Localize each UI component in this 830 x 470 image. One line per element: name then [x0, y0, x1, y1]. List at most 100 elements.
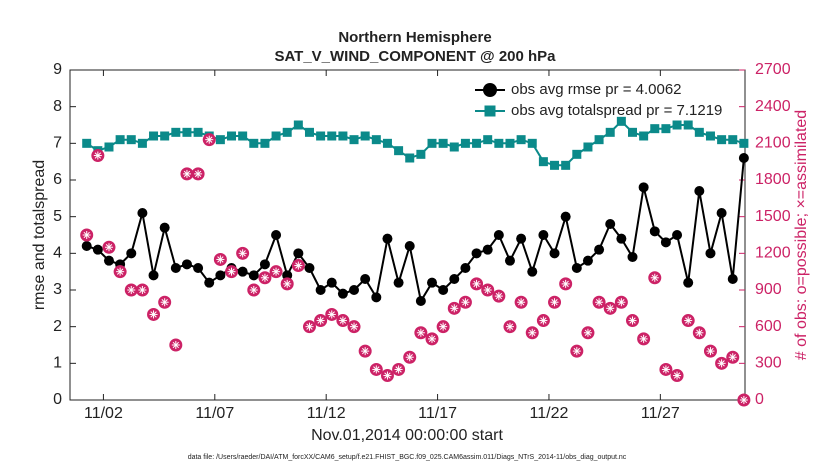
y2-tick-label: 600 [755, 318, 782, 335]
legend-label: obs avg totalspread pr = 7.1219 [511, 102, 722, 119]
point [538, 157, 548, 167]
point [659, 362, 673, 376]
point-star [94, 152, 102, 159]
point [592, 295, 606, 309]
point [494, 138, 504, 148]
point-star [194, 170, 202, 178]
y2-axis-label: # of obs: o=possible; ×=assimilated [793, 110, 810, 360]
y-tick-label: 8 [53, 98, 62, 115]
point [338, 131, 348, 141]
y-tick-label: 6 [53, 171, 62, 188]
point [126, 135, 136, 145]
point-star [685, 317, 692, 324]
y2-tick-label: 1500 [755, 208, 791, 225]
point [694, 186, 705, 196]
point [249, 138, 259, 148]
point-star [339, 317, 347, 324]
point [202, 133, 216, 147]
point [135, 283, 149, 297]
point [504, 255, 515, 266]
point [404, 241, 415, 251]
point [536, 314, 550, 328]
point [160, 131, 170, 141]
point [605, 127, 615, 137]
point [169, 338, 183, 352]
point [282, 270, 293, 281]
x-tick-label: 11/07 [195, 405, 234, 422]
point [460, 138, 470, 148]
y2-tick-label: 2700 [755, 61, 791, 78]
point [458, 295, 472, 309]
legend-label: obs avg rmse pr = 4.0062 [511, 81, 682, 98]
point-star [373, 366, 380, 373]
y-tick-label: 0 [53, 391, 62, 408]
chart-title: Northern Hemisphere [338, 29, 491, 46]
footnote: data file: /Users/raeder/DAI/ATM_forcXX/… [188, 454, 627, 461]
point [171, 127, 181, 137]
point [514, 295, 528, 309]
point-star [295, 262, 302, 269]
point-star [696, 329, 703, 336]
point [492, 289, 506, 303]
point [113, 265, 127, 279]
point [738, 153, 749, 163]
point [559, 277, 573, 291]
point [683, 120, 693, 130]
point-star [529, 329, 536, 336]
point [482, 244, 493, 255]
point-star [495, 292, 503, 300]
point [705, 248, 716, 259]
point-star [261, 274, 269, 281]
point [191, 167, 205, 181]
point [416, 149, 426, 159]
point [380, 369, 394, 383]
legend-marker [483, 83, 497, 97]
point-star [484, 286, 491, 294]
point [616, 116, 626, 126]
point [248, 270, 259, 281]
point-star [250, 286, 257, 294]
point-star [206, 136, 213, 143]
point [236, 246, 250, 260]
point [527, 266, 538, 277]
point-star [662, 366, 670, 373]
point [516, 233, 527, 244]
y2-tick-label: 300 [755, 355, 782, 372]
point [227, 131, 237, 141]
point [180, 167, 194, 181]
y-tick-label: 9 [53, 61, 62, 78]
point [739, 138, 749, 148]
point-star [395, 366, 402, 373]
point [449, 274, 460, 284]
point-star [350, 323, 358, 330]
point-star [673, 372, 681, 379]
point [516, 135, 526, 145]
point [302, 320, 316, 334]
point [215, 270, 226, 281]
point [393, 277, 404, 288]
point [382, 233, 393, 244]
point [382, 138, 392, 148]
point [170, 263, 181, 273]
point [650, 124, 660, 134]
point [358, 344, 372, 358]
point [447, 301, 461, 315]
point [692, 326, 706, 340]
y-tick-label: 5 [53, 208, 62, 225]
point [427, 277, 438, 288]
point [527, 138, 537, 148]
point [115, 135, 125, 145]
point [371, 135, 381, 145]
point [681, 314, 695, 328]
point-star [150, 311, 157, 318]
point [347, 320, 361, 334]
point-star [451, 305, 458, 312]
point [193, 263, 204, 273]
point [627, 252, 638, 262]
point [314, 314, 328, 328]
point [727, 274, 738, 284]
point [571, 263, 582, 273]
point-star [172, 341, 179, 349]
point [716, 208, 727, 218]
